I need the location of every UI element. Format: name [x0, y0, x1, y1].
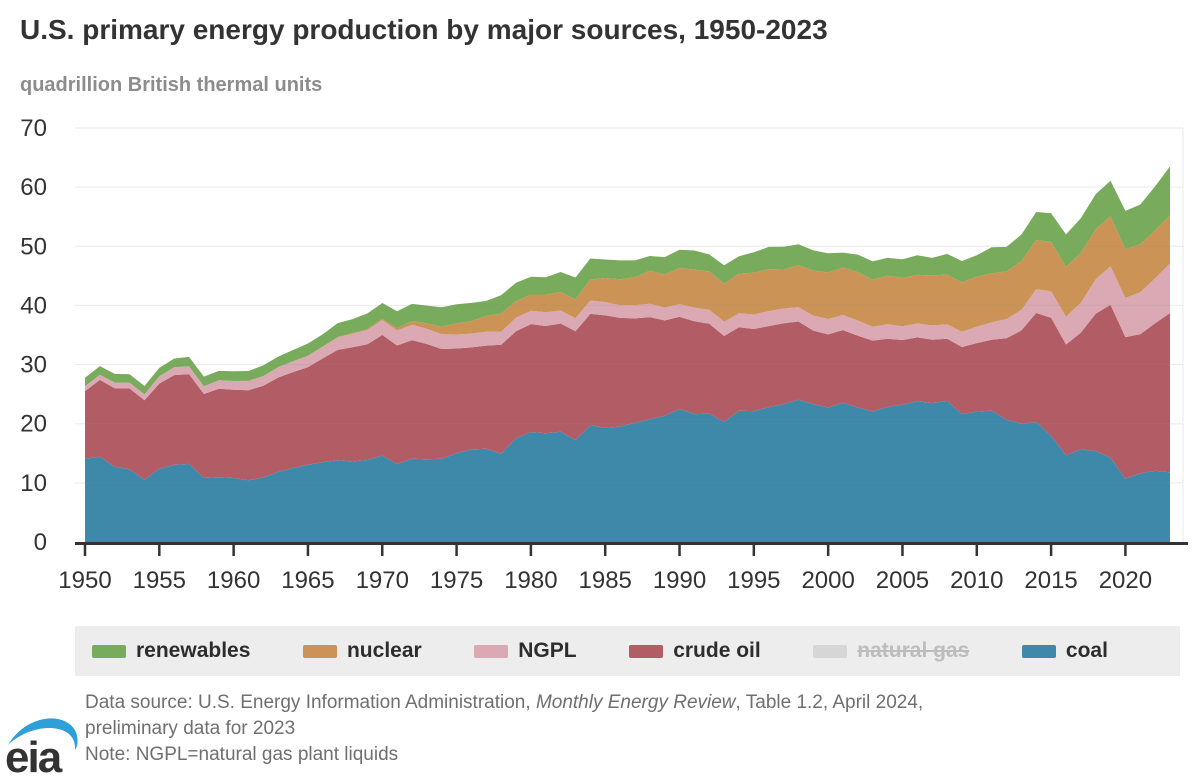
y-tick-label: 0 — [34, 529, 47, 556]
x-tick-label: 1970 — [356, 567, 409, 594]
area-crude-oil — [85, 304, 1170, 481]
eia-logo: eia — [5, 712, 84, 782]
x-tick-label: 2015 — [1024, 567, 1077, 594]
x-tick-label: 1990 — [653, 567, 706, 594]
x-tick-label: 1975 — [430, 567, 483, 594]
legend-swatch — [813, 644, 848, 658]
legend-label: coal — [1065, 639, 1108, 662]
x-tick-label: 1985 — [579, 567, 632, 594]
area-series-group — [85, 166, 1170, 542]
legend-item-coal[interactable]: coal — [1021, 639, 1108, 663]
legend-item-natural-gas[interactable]: natural gas — [813, 639, 969, 663]
legend-label: NGPL — [518, 639, 577, 662]
x-axis-ticks — [83, 545, 1127, 556]
legend-swatch — [302, 644, 337, 658]
x-tick-label: 1950 — [58, 567, 111, 594]
legend-swatch — [1021, 644, 1056, 658]
x-axis-labels: 1950 1955 1960 1965 1970 1975 1980 1985 1990 1995… — [58, 567, 1152, 594]
chart-footer: Data source: U.S. Energy Information Adm… — [85, 690, 923, 768]
legend-label: natural gas — [857, 639, 970, 662]
x-tick-label: 2000 — [801, 567, 854, 594]
eia-logo-graphic: eia — [5, 718, 78, 782]
legend-swatch — [629, 644, 664, 658]
area-NGPL — [85, 263, 1170, 401]
legend-swatch — [92, 644, 126, 658]
area-renewables — [85, 166, 1170, 395]
stacked-area-chart: 1950 1955 1960 1965 1970 1975 1980 1985 1990 1995… — [20, 115, 1188, 594]
data-source-publication: Monthly Energy Review — [535, 692, 736, 713]
y-tick-label: 30 — [20, 352, 47, 379]
y-tick-label: 60 — [20, 174, 47, 201]
y-tick-label: 50 — [20, 233, 47, 260]
x-tick-label: 2020 — [1099, 567, 1152, 594]
chart-units-label: quadrillion British thermal units — [20, 74, 323, 96]
y-tick-label: 40 — [20, 292, 47, 319]
legend-item-NGPL[interactable]: NGPL — [474, 639, 577, 663]
x-tick-label: 1980 — [504, 567, 557, 594]
x-tick-label: 2005 — [876, 567, 929, 594]
y-tick-label: 70 — [20, 115, 47, 142]
data-source-line-2: preliminary data for 2023 — [85, 718, 296, 739]
chart-legend: renewables nuclear NGPL crude oil natural ga… — [75, 626, 1180, 676]
legend-label: renewables — [136, 639, 251, 662]
eia-logo-text: eia — [6, 733, 63, 778]
legend-swatch — [474, 644, 509, 658]
legend-label: crude oil — [673, 639, 761, 662]
legend-item-nuclear[interactable]: nuclear — [302, 639, 422, 663]
x-tick-label: 1955 — [133, 567, 186, 594]
data-source-text: Data source: U.S. Energy Information Adm… — [85, 692, 536, 713]
chart-title: U.S. primary energy production by major … — [20, 14, 828, 45]
area-nuclear — [85, 215, 1170, 395]
x-tick-label: 1995 — [727, 567, 780, 594]
y-axis-labels: 0 10 20 30 40 50 60 70 — [20, 115, 47, 556]
y-tick-label: 10 — [20, 470, 47, 497]
area-coal — [85, 399, 1170, 542]
legend-label: nuclear — [346, 639, 422, 662]
gridlines — [75, 127, 1184, 542]
legend-item-crude-oil[interactable]: crude oil — [629, 639, 761, 663]
data-source-line: Data source: U.S. Energy Information Adm… — [85, 690, 923, 716]
x-tick-label: 1960 — [207, 567, 260, 594]
eia-logo-swoosh — [8, 718, 78, 750]
x-tick-label: 1965 — [281, 567, 334, 594]
x-tick-label: 2010 — [950, 567, 1003, 594]
footnote: Note: NGPL=natural gas plant liquids — [85, 744, 399, 765]
data-source-suffix: , Table 1.2, April 2024, — [735, 692, 924, 713]
legend-item-renewables[interactable]: renewables — [92, 639, 250, 663]
y-tick-label: 20 — [20, 411, 47, 438]
